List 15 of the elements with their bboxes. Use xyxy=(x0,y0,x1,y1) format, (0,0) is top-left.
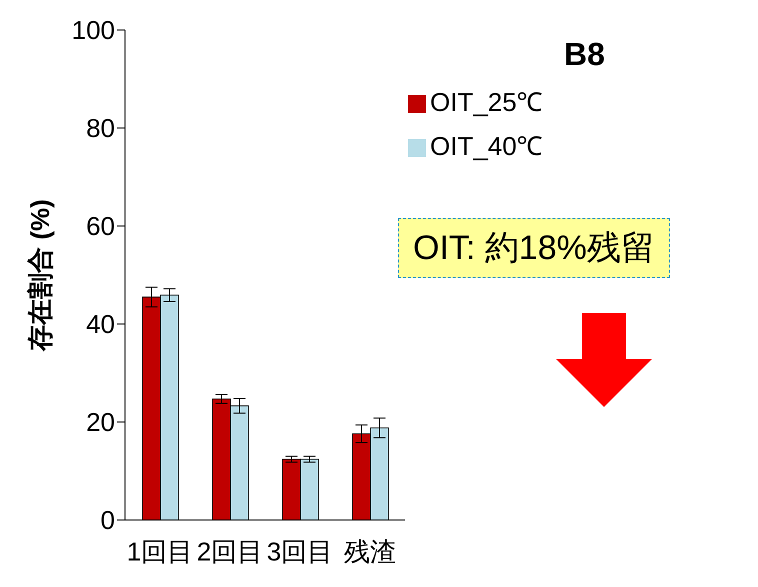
y-tick-label: 100 xyxy=(72,15,115,46)
y-tick-label: 0 xyxy=(100,505,115,536)
y-axis-title: 存在割合 (%) xyxy=(25,199,56,352)
y-tick-label: 20 xyxy=(86,407,115,438)
legend-label: OIT_40℃ xyxy=(430,131,543,161)
x-tick-label: 3回目 xyxy=(266,536,334,566)
legend-label: OIT_25℃ xyxy=(430,87,543,117)
text: OIT: 約18%残留 xyxy=(398,218,670,278)
x-tick-label: 2回目 xyxy=(196,536,264,566)
y-tick-label: 80 xyxy=(86,113,115,144)
y-tick-label: 40 xyxy=(86,309,115,340)
x-tick-label: 1回目 xyxy=(126,536,194,566)
y-tick-label: 60 xyxy=(86,211,115,242)
x-tick-label: 残渣 xyxy=(344,536,396,566)
text: B8 xyxy=(564,36,605,73)
